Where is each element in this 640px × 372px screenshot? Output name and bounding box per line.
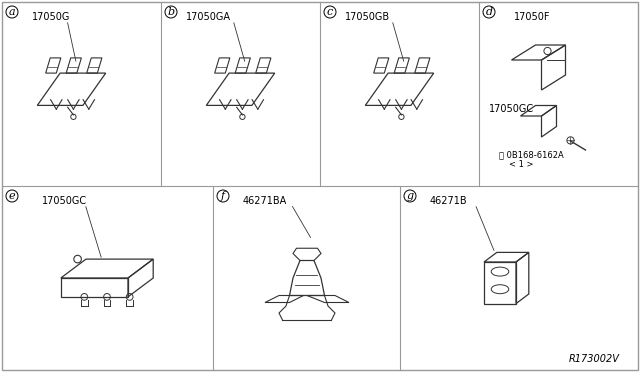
Text: ⒱ 0B168-6162A: ⒱ 0B168-6162A [499,150,564,159]
Text: c: c [327,7,333,17]
Text: b: b [168,7,175,17]
Text: 46271BA: 46271BA [243,196,287,206]
Text: g: g [406,191,413,201]
Text: e: e [9,191,15,201]
Text: f: f [221,191,225,201]
Text: 46271B: 46271B [430,196,468,206]
Text: 17050GB: 17050GB [345,12,390,22]
Text: 17050GA: 17050GA [186,12,231,22]
Text: d: d [485,7,493,17]
Text: 17050GC: 17050GC [42,196,87,206]
Text: 17050F: 17050F [514,12,550,22]
Text: a: a [9,7,15,17]
Text: 17050GC: 17050GC [489,104,534,114]
Text: < 1 >: < 1 > [509,160,534,169]
Text: 17050G: 17050G [32,12,70,22]
Text: R173002V: R173002V [569,354,620,364]
